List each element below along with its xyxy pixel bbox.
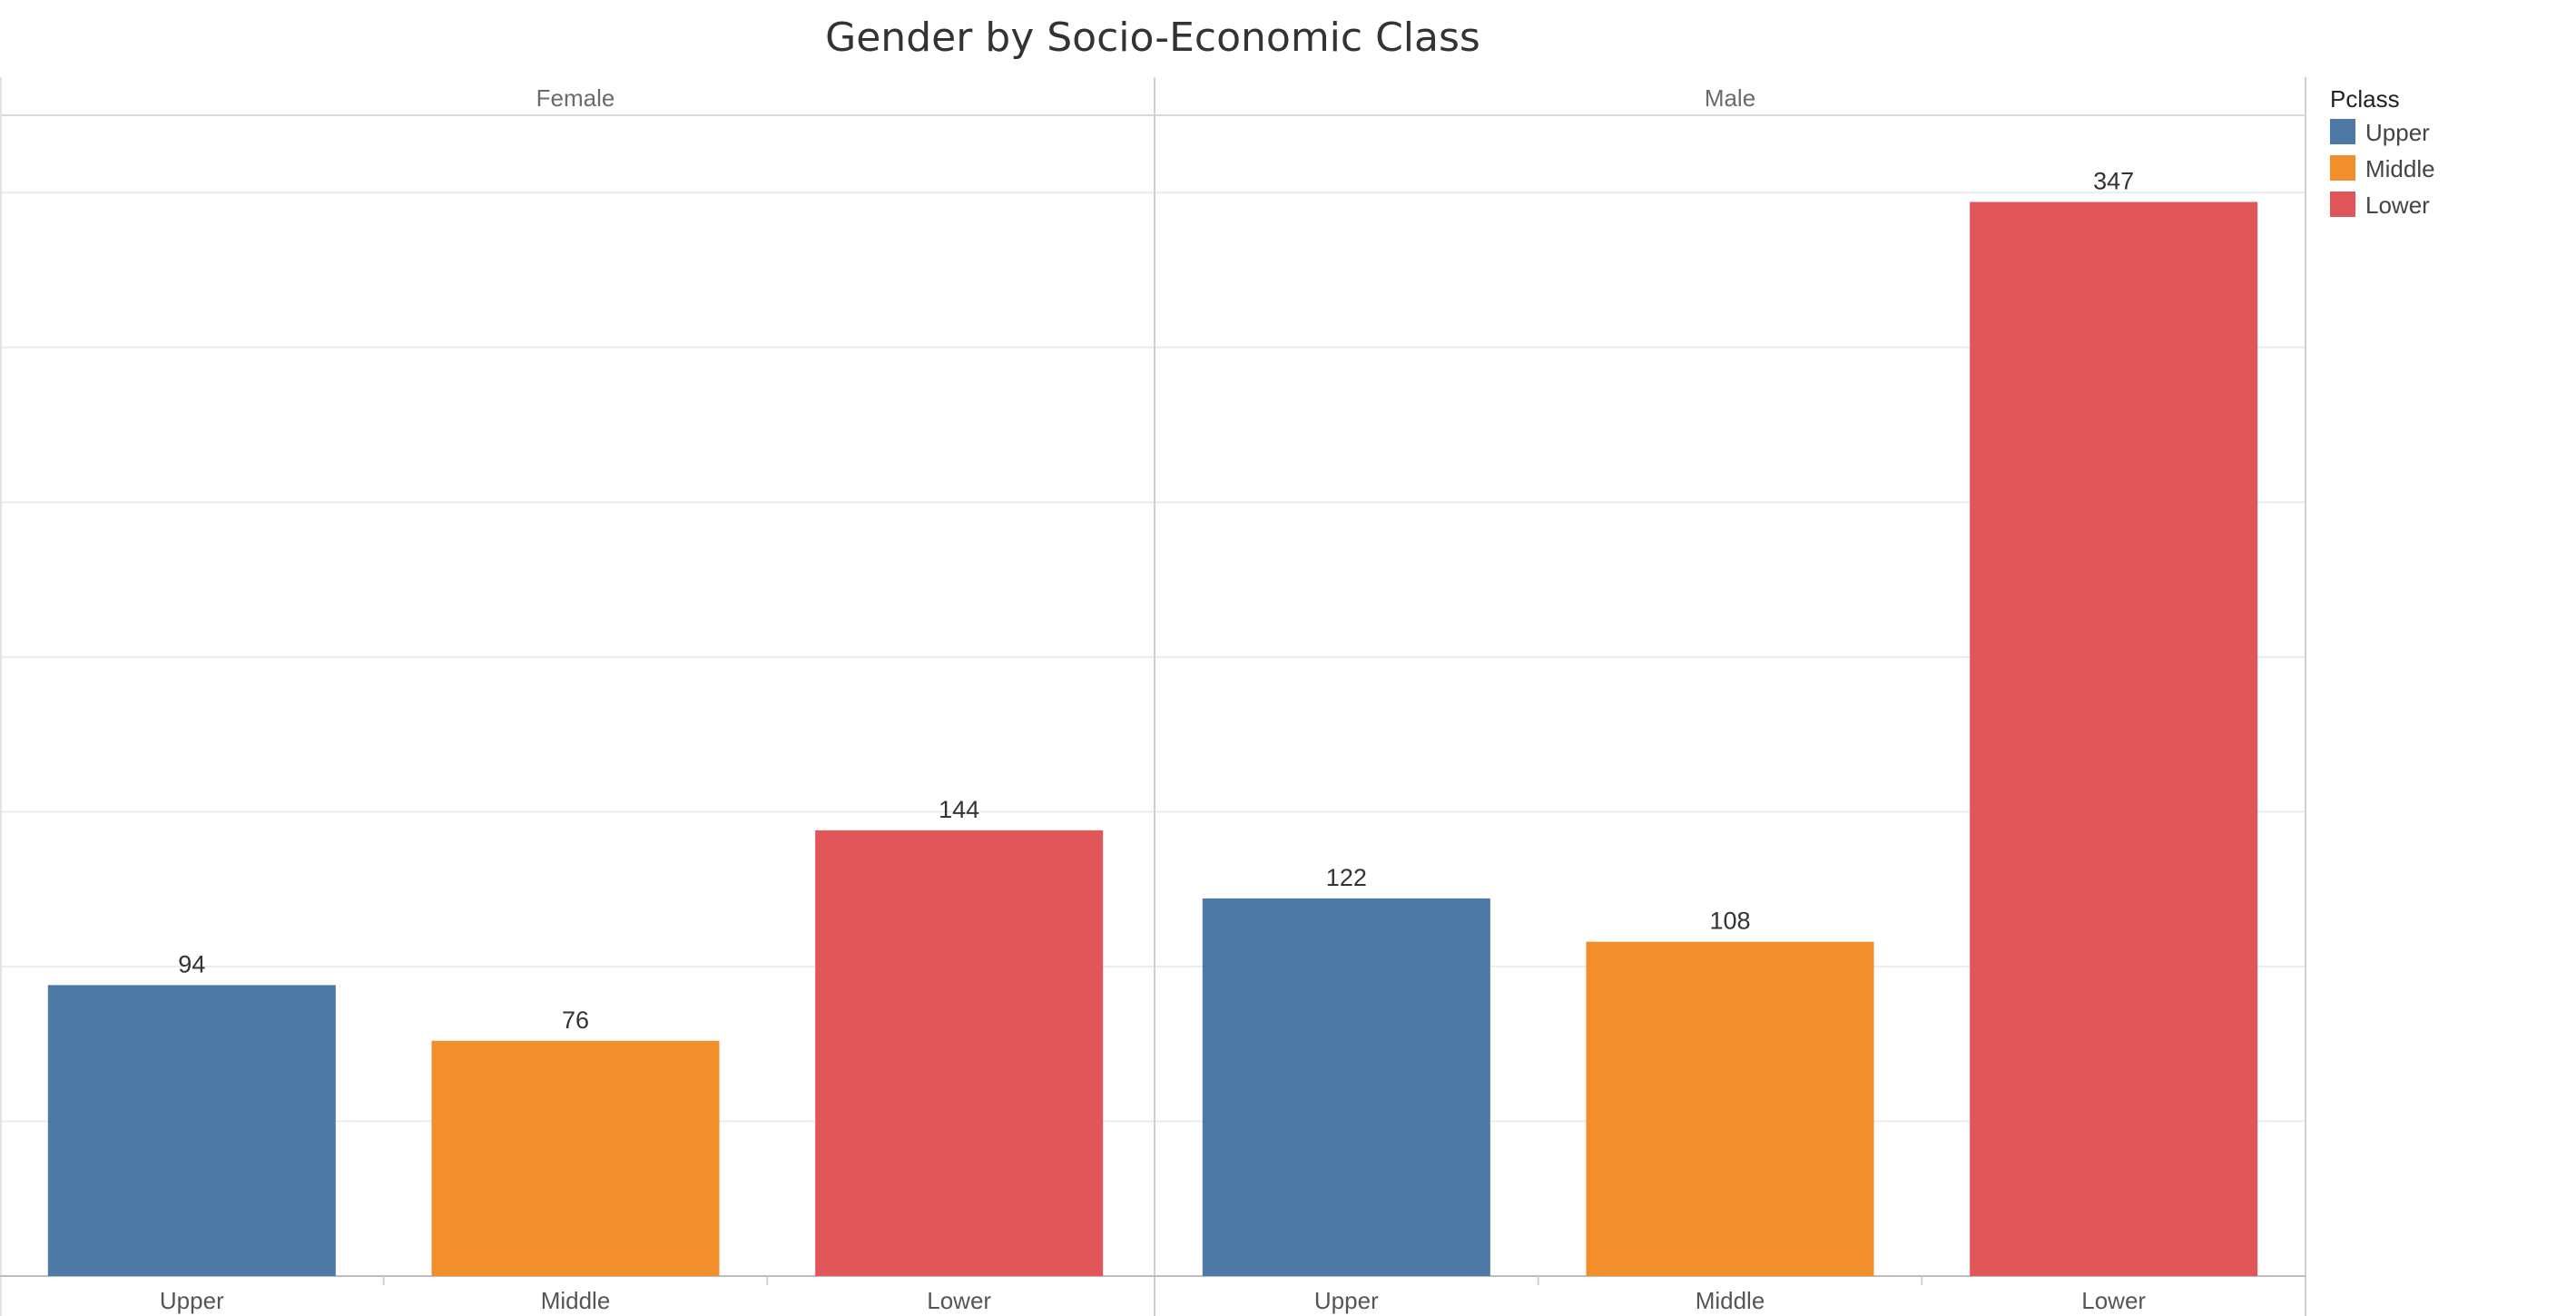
legend-label-middle[interactable]: Middle <box>2365 155 2435 182</box>
panel-male: Male 122 Upper 108 Middle 347 Lower <box>1202 84 2258 1314</box>
legend-swatch-upper <box>2330 119 2355 144</box>
data-label: 76 <box>562 1007 589 1034</box>
x-tick-label: Middle <box>541 1287 611 1314</box>
chart-title: Gender by Socio-Economic Class <box>825 15 1480 61</box>
bar-male-lower[interactable] <box>1970 201 2258 1277</box>
legend-label-upper[interactable]: Upper <box>2365 119 2430 146</box>
panels: Female 94 Upper 76 Middle 144 Lower Male 122 Uppe… <box>47 84 2258 1314</box>
legend-label-lower[interactable]: Lower <box>2365 192 2430 219</box>
panel-header: Male <box>1705 84 1755 112</box>
bar-female-upper[interactable] <box>47 985 336 1276</box>
bar-male-middle[interactable] <box>1586 941 1874 1276</box>
x-tick-label: Middle <box>1696 1287 1765 1314</box>
legend-swatch-lower <box>2330 192 2355 217</box>
x-tick-label: Lower <box>927 1287 991 1314</box>
x-tick-label: Upper <box>160 1287 224 1314</box>
bar-female-middle[interactable] <box>431 1040 720 1276</box>
legend-title: Pclass <box>2330 85 2400 113</box>
x-tick-label: Lower <box>2081 1287 2146 1314</box>
data-label: 144 <box>939 796 979 823</box>
gridlines <box>0 192 2306 1123</box>
bar-female-lower[interactable] <box>815 830 1104 1276</box>
panel-header: Female <box>536 84 615 112</box>
data-label: 94 <box>178 950 205 977</box>
legend: Pclass Upper Middle Lower <box>2330 85 2435 219</box>
data-label: 108 <box>1709 908 1750 935</box>
data-label: 347 <box>2093 167 2134 194</box>
legend-swatch-middle <box>2330 155 2355 181</box>
bar-male-upper[interactable] <box>1202 898 1490 1276</box>
x-tick-label: Upper <box>1314 1287 1379 1314</box>
legend-items: Upper Middle Lower <box>2330 119 2435 219</box>
panel-female: Female 94 Upper 76 Middle 144 Lower <box>47 84 1104 1314</box>
data-label: 122 <box>1326 864 1367 891</box>
